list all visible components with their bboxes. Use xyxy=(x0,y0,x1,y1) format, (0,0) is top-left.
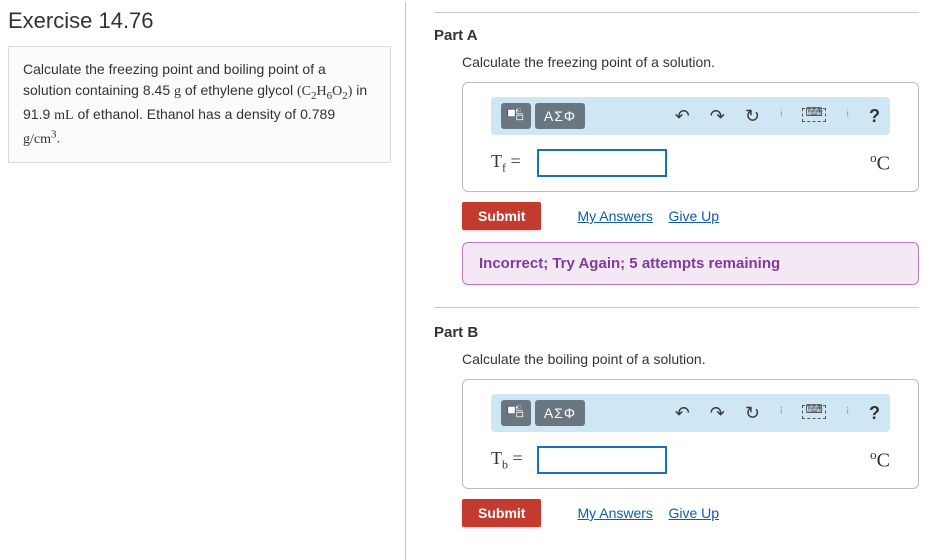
redo-icon[interactable]: ↷ xyxy=(710,403,725,424)
part-a-input[interactable] xyxy=(537,149,667,177)
part-b-unit: oC xyxy=(870,447,890,473)
my-answers-link[interactable]: My Answers xyxy=(577,208,652,224)
give-up-link[interactable]: Give Up xyxy=(668,208,719,224)
feedback-message: Incorrect; Try Again; 5 attempts remaini… xyxy=(462,242,919,285)
part-a-prompt: Calculate the freezing point of a soluti… xyxy=(462,54,919,70)
undo-icon[interactable]: ↶ xyxy=(675,106,690,127)
part-a-label: Part A xyxy=(434,27,919,44)
formula-c2h6o2: (C2H6O2) xyxy=(297,84,352,99)
problem-statement: Calculate the freezing point and boiling… xyxy=(8,46,391,163)
svg-text:□: □ xyxy=(518,405,522,411)
reset-icon[interactable]: ↻ xyxy=(745,403,760,424)
part-a-unit: oC xyxy=(870,150,890,176)
part-b-answer-panel: □ ΑΣΦ ↶ ↷ ↻ⁱ ⁱ ? Tb = oC xyxy=(462,379,919,489)
part-a-variable: Tf = xyxy=(491,151,531,176)
part-a-answer-panel: □ ΑΣΦ ↶ ↷ ↻ⁱ ⁱ ? Tf = oC xyxy=(462,82,919,192)
problem-sidebar: Exercise 14.76 Calculate the freezing po… xyxy=(0,0,405,560)
submit-button[interactable]: Submit xyxy=(462,202,541,230)
part-b-input[interactable] xyxy=(537,446,667,474)
equation-toolbar-b: □ ΑΣΦ ↶ ↷ ↻ⁱ ⁱ ? xyxy=(491,394,890,432)
exercise-title: Exercise 14.76 xyxy=(8,8,391,34)
keyboard-icon[interactable] xyxy=(802,106,826,127)
submit-button-b[interactable]: Submit xyxy=(462,499,541,527)
undo-icon[interactable]: ↶ xyxy=(675,403,690,424)
equation-toolbar: □ ΑΣΦ ↶ ↷ ↻ⁱ ⁱ ? xyxy=(491,97,890,135)
my-answers-link-b[interactable]: My Answers xyxy=(577,505,652,521)
svg-text:□: □ xyxy=(518,108,522,114)
part-b-prompt: Calculate the boiling point of a solutio… xyxy=(462,351,919,367)
density-unit: g/cm3 xyxy=(23,132,57,147)
greek-symbols-button[interactable]: ΑΣΦ xyxy=(535,400,585,426)
redo-icon[interactable]: ↷ xyxy=(710,106,725,127)
give-up-link-b[interactable]: Give Up xyxy=(668,505,719,521)
reset-icon[interactable]: ↻ xyxy=(745,106,760,127)
templates-icon[interactable]: □ xyxy=(501,103,531,129)
help-icon[interactable]: ? xyxy=(869,403,880,424)
help-icon[interactable]: ? xyxy=(869,106,880,127)
part-b-label: Part B xyxy=(434,324,919,341)
part-divider xyxy=(434,307,919,308)
greek-symbols-button[interactable]: ΑΣΦ xyxy=(535,103,585,129)
part-b-variable: Tb = xyxy=(491,448,531,473)
top-rule xyxy=(434,12,919,13)
keyboard-icon[interactable] xyxy=(802,403,826,424)
templates-icon[interactable]: □ xyxy=(501,400,531,426)
